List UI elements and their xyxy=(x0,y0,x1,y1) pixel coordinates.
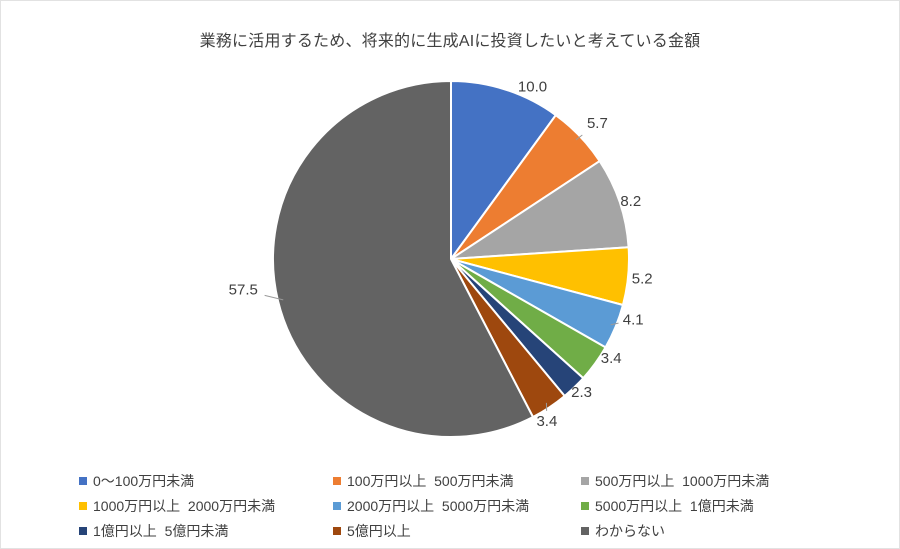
legend-item-0: 0〜100万円未満 xyxy=(79,468,333,493)
legend-label-1: 100万円以上 500万円未満 xyxy=(347,472,514,489)
leader-line-1 xyxy=(575,134,583,141)
legend-label-8: わからない xyxy=(595,522,665,539)
pie-slice-2 xyxy=(450,160,630,260)
leader-line-4 xyxy=(610,322,619,326)
pie-data-label-6: 2.3 xyxy=(571,384,592,401)
legend-item-6: 1億円以上 5億円未満 xyxy=(79,518,333,543)
legend-marker-1 xyxy=(333,476,341,485)
legend-label-0: 0〜100万円未満 xyxy=(93,472,195,489)
pie-data-label-2: 8.2 xyxy=(620,193,641,210)
legend-marker-5 xyxy=(581,501,589,510)
pie-slice-8 xyxy=(272,80,534,438)
legend-label-6: 1億円以上 5億円未満 xyxy=(93,522,229,539)
legend-label-3: 1000万円以上 2000万円未満 xyxy=(93,497,276,514)
pie-slice-0 xyxy=(450,80,557,260)
pie-data-label-4: 4.1 xyxy=(623,312,644,329)
legend-label-2: 500万円以上 1000万円未満 xyxy=(595,472,770,489)
legend-marker-8 xyxy=(581,526,589,535)
pie-data-label-0: 10.0 xyxy=(518,78,547,95)
legend-marker-4 xyxy=(333,501,341,510)
legend-marker-6 xyxy=(79,526,87,535)
legend-label-7: 5億円以上 xyxy=(347,522,411,539)
legend-label-4: 2000万円以上 5000万円未満 xyxy=(347,497,530,514)
pie-data-label-3: 5.2 xyxy=(632,271,653,288)
leader-line-8 xyxy=(264,294,284,301)
legend-marker-3 xyxy=(79,501,87,510)
legend-item-8: わからない xyxy=(581,518,891,543)
chart-legend: 0〜100万円未満 100万円以上 500万円未満 500万円以上 1000万円未満… xyxy=(79,468,891,543)
pie-data-label-8: 57.5 xyxy=(229,282,258,299)
legend-marker-2 xyxy=(581,476,589,485)
pie-data-label-7: 3.4 xyxy=(536,413,557,430)
legend-label-5: 5000万円以上 1億円未満 xyxy=(595,497,754,514)
legend-item-4: 2000万円以上 5000万円未満 xyxy=(333,493,581,518)
pie-data-label-5: 3.4 xyxy=(601,350,622,367)
legend-item-2: 500万円以上 1000万円未満 xyxy=(581,468,891,493)
legend-item-3: 1000万円以上 2000万円未満 xyxy=(79,493,333,518)
legend-marker-7 xyxy=(333,526,341,535)
legend-item-1: 100万円以上 500万円未満 xyxy=(333,468,581,493)
pie-data-label-1: 5.7 xyxy=(587,115,608,132)
legend-item-5: 5000万円以上 1億円未満 xyxy=(581,493,891,518)
legend-marker-0 xyxy=(79,476,87,485)
legend-item-7: 5億円以上 xyxy=(333,518,581,543)
chart-title: 業務に活用するため、将来的に生成AIに投資したいと考えている金額 xyxy=(199,33,701,50)
